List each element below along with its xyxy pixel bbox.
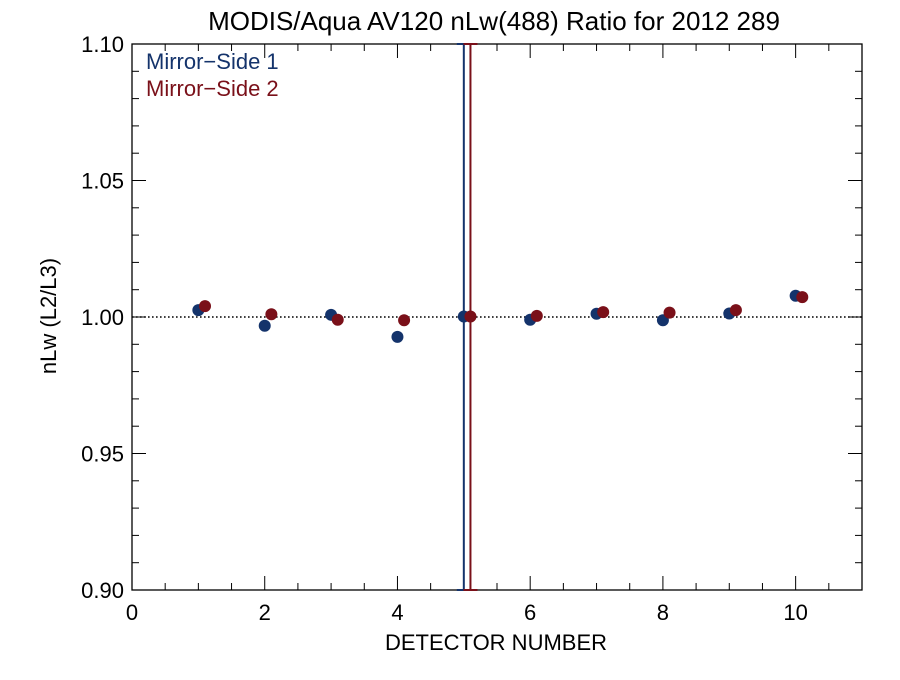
data-point-series-2 bbox=[530, 309, 543, 322]
y-tick-label: 1.10 bbox=[81, 32, 124, 57]
x-tick-label: 4 bbox=[391, 600, 403, 625]
data-point-series-2 bbox=[796, 291, 809, 304]
data-point-series-2 bbox=[597, 306, 610, 319]
data-point-series-2 bbox=[199, 300, 211, 313]
y-tick-label: 1.00 bbox=[81, 305, 124, 330]
x-tick-label: 0 bbox=[126, 600, 138, 625]
data-point-series-1 bbox=[391, 330, 404, 343]
x-tick-label: 6 bbox=[524, 600, 536, 625]
data-point-series-2 bbox=[265, 308, 278, 321]
legend-entry-series-1: Mirror−Side 1 bbox=[146, 49, 279, 74]
y-tick-label: 1.05 bbox=[81, 169, 124, 194]
y-tick-label: 0.95 bbox=[81, 442, 124, 467]
y-tick-label: 0.90 bbox=[81, 578, 124, 603]
data-point-series-2 bbox=[729, 304, 742, 317]
data-point-series-2 bbox=[464, 310, 477, 323]
data-point-series-2 bbox=[663, 306, 676, 319]
x-axis-label: DETECTOR NUMBER bbox=[385, 630, 607, 655]
data-point-series-2 bbox=[398, 314, 411, 327]
x-tick-label: 8 bbox=[657, 600, 669, 625]
x-tick-label: 10 bbox=[783, 600, 807, 625]
legend-entry-series-2: Mirror−Side 2 bbox=[146, 76, 279, 101]
data-point-series-2 bbox=[331, 313, 344, 326]
plot-area: 0 2 4 6 8 10 0.90 0.95 1.00 1.05 1.10 Mirror−Side 1… bbox=[81, 32, 863, 625]
chart-title: MODIS/Aqua AV120 nLw(488) Ratio for 2012… bbox=[208, 6, 780, 36]
y-axis-label: nLw (L2/L3) bbox=[36, 258, 61, 374]
data-point-series-1 bbox=[258, 319, 271, 332]
x-tick-label: 2 bbox=[259, 600, 271, 625]
